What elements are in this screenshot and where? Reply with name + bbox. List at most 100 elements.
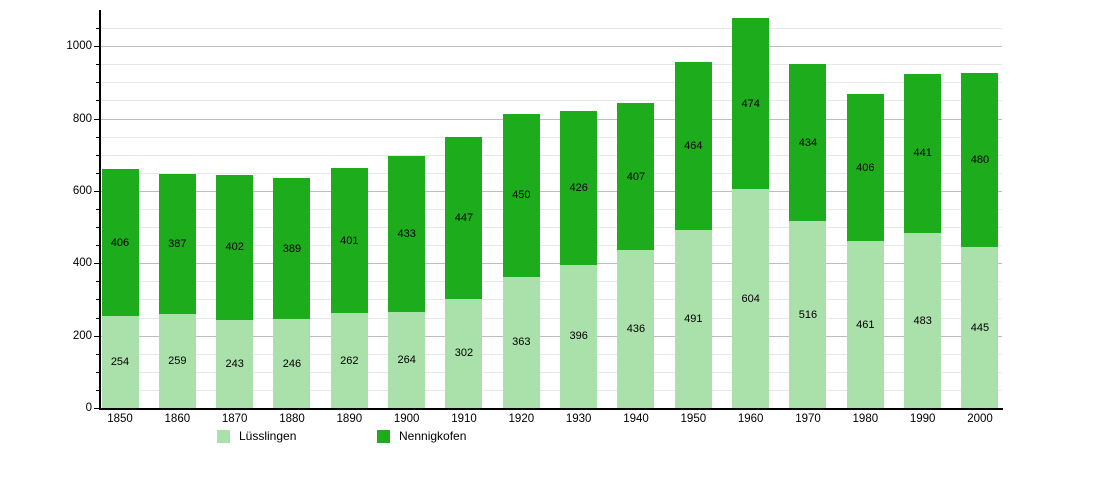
bar-value-label: 441 [913,147,932,160]
bar-segment-nennigkofen-2000: 480 [961,73,999,247]
bar-value-label: 363 [512,336,531,349]
minor-gridline [101,28,1002,30]
y-axis-minor-tick [96,28,99,30]
y-axis-tick [94,46,99,48]
bar-value-label: 401 [340,234,359,247]
y-axis-minor-tick [96,353,99,355]
plot-area: 254 406 259 387 243 402 246 389 262 401 264 433 302 4… [101,10,1002,408]
bar-value-label: 262 [340,354,359,367]
bar-value-label: 436 [626,323,646,336]
bar-segment-nennigkofen-1880: 389 [273,178,311,319]
y-axis-minor-tick [96,136,99,138]
bar-value-label: 474 [741,97,760,110]
bar-segment-nennigkofen-1850: 406 [101,169,139,317]
minor-gridline [101,389,1002,391]
bar-segment-nennigkofen-1860: 387 [158,174,196,315]
bar-segment-nennigkofen-1970: 434 [789,64,827,222]
y-axis-minor-tick [96,317,99,319]
y-axis-tick-label: 800 [72,112,92,125]
bar-segment-nennigkofen-1940: 407 [617,103,655,251]
bar-value-label: 434 [798,136,818,149]
y-axis-minor-tick [96,245,99,247]
x-axis-tick-label: 1950 [680,413,707,425]
x-axis-tick-label: 1870 [221,413,248,425]
bar-segment-l-sslingen-1970: 516 [789,221,827,408]
bar-segment-l-sslingen-1850: 254 [101,316,139,408]
bar-segment-l-sslingen-1950: 491 [674,230,712,408]
y-axis-tick [94,118,99,120]
y-axis-tick-label: 1000 [66,40,92,53]
bar-value-label: 406 [110,236,130,249]
y-axis-tick [94,190,99,192]
major-gridline [101,263,1002,265]
y-axis-tick-label: 0 [85,402,92,414]
y-axis-minor-tick [96,389,99,391]
bar-value-label: 406 [856,161,875,174]
bar-value-label: 396 [569,330,588,343]
x-axis-tick-label: 1910 [451,413,477,425]
major-gridline [101,46,1002,48]
bar-segment-nennigkofen-1920: 450 [502,113,540,277]
bar-segment-nennigkofen-1990: 441 [904,73,942,234]
y-axis-minor-tick [96,209,99,210]
x-axis-tick-label: 1940 [623,413,649,425]
bar-value-label: 387 [168,238,187,251]
bar-value-label: 445 [970,321,990,334]
y-axis-minor-tick [96,100,99,102]
bar-value-label: 491 [684,313,703,326]
legend-item-luesslingen: Lüsslingen [217,429,296,443]
x-axis-tick-label: 1990 [909,413,936,425]
major-gridline [101,118,1002,120]
y-axis-line [99,10,101,410]
bar-value-label: 264 [397,354,416,367]
bar-segment-l-sslingen-1860: 259 [158,314,196,408]
y-axis-tick-label: 200 [72,329,92,342]
bar-segment-l-sslingen-1920: 363 [502,276,540,408]
minor-gridline [101,317,1002,319]
x-axis-tick-label: 1980 [852,413,879,425]
bar-value-label: 516 [798,308,818,321]
bar-value-label: 464 [684,140,703,153]
minor-gridline [101,281,1002,283]
bar-segment-nennigkofen-1960: 474 [732,17,770,190]
major-gridline [101,335,1002,337]
minor-gridline [101,100,1002,102]
bar-segment-l-sslingen-1940: 436 [617,250,655,408]
major-gridline [101,190,1002,192]
bar-value-label: 433 [397,228,416,241]
bar-segment-nennigkofen-1910: 447 [445,137,483,299]
bar-segment-nennigkofen-1950: 464 [674,62,712,231]
bar-segment-l-sslingen-1980: 461 [846,241,884,408]
x-axis-tick-label: 1930 [565,413,592,425]
bar-segment-l-sslingen-1960: 604 [732,189,770,408]
x-axis-tick-label: 1960 [737,413,764,425]
bar-segment-nennigkofen-1890: 401 [330,168,368,314]
minor-gridline [101,245,1002,247]
minor-gridline [101,353,1002,355]
bar-value-label: 302 [454,347,474,360]
legend-item-nennigkofen: Nennigkofen [377,429,466,443]
bar-segment-nennigkofen-1870: 402 [216,174,254,321]
bar-value-label: 246 [282,357,302,370]
bar-segment-nennigkofen-1930: 426 [560,110,598,265]
minor-gridline [101,299,1002,301]
bar-segment-l-sslingen-1900: 264 [388,312,426,408]
bar-segment-l-sslingen-2000: 445 [961,247,999,408]
minor-gridline [101,154,1002,156]
bar-segment-nennigkofen-1900: 433 [388,155,426,313]
minor-gridline [101,82,1002,84]
y-axis-minor-tick [96,154,99,156]
bar-segment-l-sslingen-1890: 262 [330,313,368,408]
y-axis-tick [94,408,99,409]
bar-segment-l-sslingen-1930: 396 [560,264,598,408]
minor-gridline [101,371,1002,373]
y-axis-tick [94,335,99,337]
bar-value-label: 389 [282,242,302,255]
bar-value-label: 604 [741,292,760,305]
minor-gridline [101,227,1002,229]
y-axis-minor-tick [96,371,99,373]
y-axis-tick-label: 600 [72,184,92,197]
y-axis-tick-label: 400 [72,257,92,270]
y-axis-tick [94,263,99,265]
